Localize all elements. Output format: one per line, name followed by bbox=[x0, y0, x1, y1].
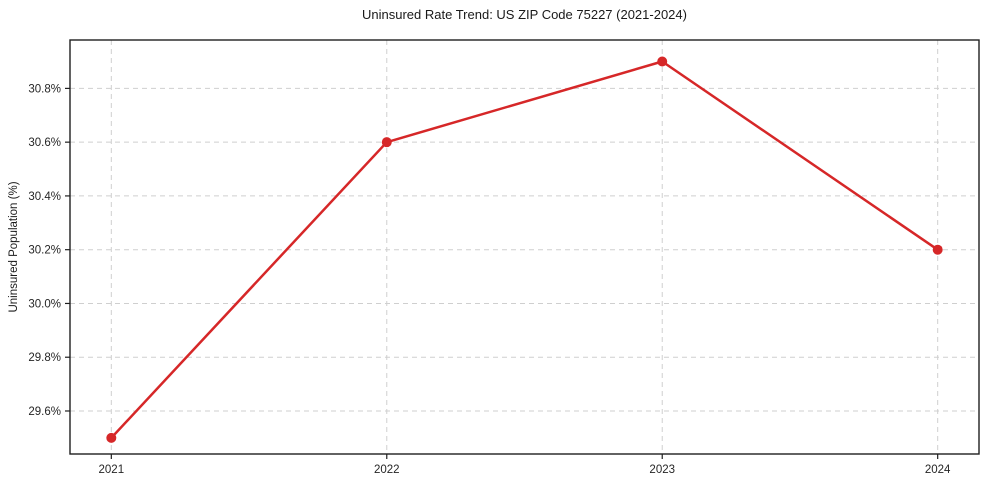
x-tick-label: 2024 bbox=[925, 464, 951, 476]
data-point-marker bbox=[657, 56, 668, 67]
data-point-marker bbox=[932, 244, 943, 255]
y-tick-label: 30.4% bbox=[28, 191, 61, 203]
y-tick-label: 30.8% bbox=[28, 83, 61, 95]
y-tick-label: 30.6% bbox=[28, 137, 61, 149]
y-tick-label: 29.6% bbox=[28, 406, 61, 418]
x-tick-label: 2023 bbox=[649, 464, 675, 476]
y-tick-label: 30.2% bbox=[28, 245, 61, 257]
trend-line bbox=[110, 60, 939, 440]
data-point-marker bbox=[106, 432, 117, 443]
x-tick-label: 2022 bbox=[374, 464, 400, 476]
y-axis-label: Uninsured Population (%) bbox=[8, 181, 20, 313]
plot-border bbox=[69, 39, 980, 455]
data-point-marker bbox=[381, 137, 392, 148]
chart-title: Uninsured Rate Trend: US ZIP Code 75227 … bbox=[362, 7, 687, 22]
x-tick-label: 2021 bbox=[99, 464, 125, 476]
y-tick-label: 29.8% bbox=[28, 352, 61, 364]
y-tick-label: 30.0% bbox=[28, 298, 61, 310]
